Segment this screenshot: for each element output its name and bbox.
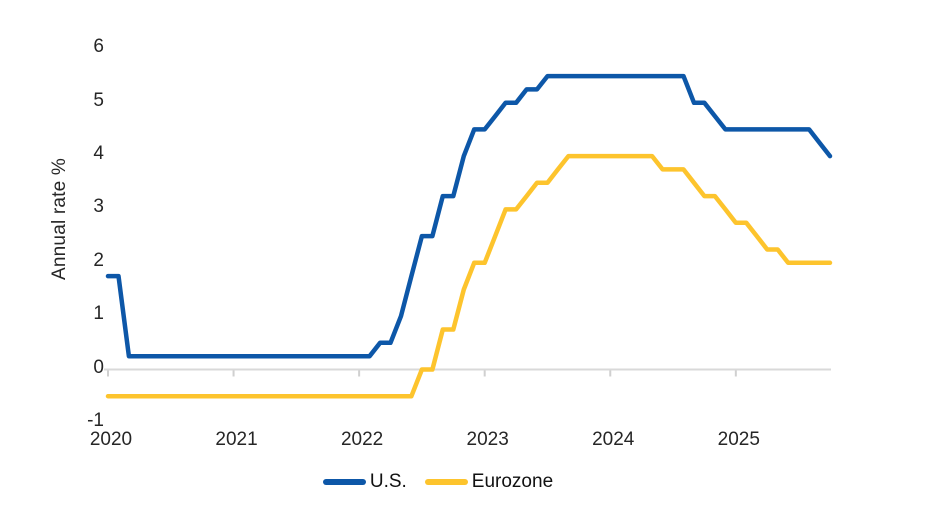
x-tick-label: 2023 bbox=[466, 429, 509, 450]
y-tick-label: 5 bbox=[93, 89, 104, 111]
legend-label-eurozone: Eurozone bbox=[471, 471, 554, 492]
y-tick-label: -1 bbox=[87, 409, 104, 431]
legend-item-us: U.S. bbox=[322, 471, 407, 493]
y-tick-label: 2 bbox=[93, 249, 104, 271]
y-tick-label: 4 bbox=[93, 143, 104, 165]
eurozone-line bbox=[105, 153, 833, 399]
x-tick-label: 2022 bbox=[340, 429, 384, 450]
eurozone-line-swatch bbox=[424, 479, 468, 485]
chart-legend: U.S. Eurozone bbox=[0, 471, 876, 493]
us-line bbox=[105, 73, 833, 359]
x-tick-label: 2020 bbox=[89, 429, 133, 450]
x-tick-label: 2021 bbox=[215, 429, 258, 450]
y-tick-label: 6 bbox=[93, 36, 104, 58]
legend-item-eurozone: Eurozone bbox=[424, 471, 554, 493]
x-tick-label: 2024 bbox=[592, 429, 635, 450]
y-axis-title: Annual rate % bbox=[49, 158, 70, 280]
x-tick-label: 2025 bbox=[717, 429, 760, 450]
y-tick-label: 0 bbox=[93, 356, 104, 378]
y-tick-label: 1 bbox=[93, 303, 104, 325]
legend-label-us: U.S. bbox=[369, 471, 407, 492]
us-line-swatch bbox=[322, 479, 366, 485]
y-tick-label: 3 bbox=[93, 196, 104, 218]
